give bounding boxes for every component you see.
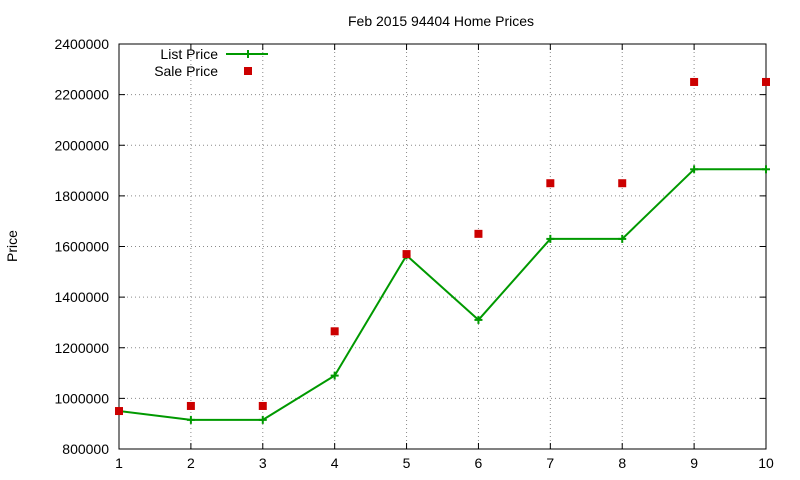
x-tick-labels: 1 2 3 4 5 6 7 8 9 10 (115, 455, 774, 471)
sale-price-point (690, 77, 699, 86)
x-tick-label: 3 (259, 455, 267, 471)
x-tick-label: 4 (331, 455, 339, 471)
list-price-point (258, 415, 267, 424)
legend-label-sale-price: Sale Price (154, 63, 218, 79)
legend-swatch-list-price-marker (244, 50, 252, 58)
x-tick-label: 9 (690, 455, 698, 471)
sale-price-point (186, 401, 195, 410)
list-price-point (474, 315, 483, 324)
series-lines (118, 168, 766, 421)
list-price-line (118, 168, 766, 421)
y-tick-label: 1600000 (54, 239, 109, 255)
x-tick-label: 1 (115, 455, 123, 471)
legend-swatch-sale-price (244, 67, 252, 75)
y-tick-label: 800000 (62, 441, 109, 457)
sale-price-point (762, 77, 770, 86)
y-tick-label: 1800000 (54, 188, 109, 204)
list-price-point (762, 165, 770, 174)
y-tick-label: 1400000 (54, 289, 109, 305)
list-price-point (186, 415, 195, 424)
y-axis-label: Price (4, 230, 20, 262)
list-price-point (618, 234, 627, 243)
list-price-point (546, 234, 555, 243)
x-tick-label: 6 (475, 455, 483, 471)
sale-price-point (115, 407, 123, 416)
series-markers (115, 77, 770, 424)
list-price-point (690, 165, 699, 174)
x-tick-label: 2 (187, 455, 195, 471)
sale-price-point (618, 179, 627, 188)
x-tick-label: 8 (618, 455, 626, 471)
sale-price-point (546, 179, 555, 188)
x-tick-label: 5 (403, 455, 411, 471)
y-tick-label: 2400000 (54, 36, 109, 52)
chart-title: Feb 2015 94404 Home Prices (348, 13, 534, 29)
x-tick-label: 7 (546, 455, 554, 471)
y-tick-label: 2200000 (54, 87, 109, 103)
axes-ticks (118, 43, 767, 450)
y-tick-label: 1000000 (54, 390, 109, 406)
x-tick-label: 10 (758, 455, 774, 471)
y-tick-label: 2000000 (54, 137, 109, 153)
sale-price-point (258, 401, 267, 410)
y-tick-label: 1200000 (54, 340, 109, 356)
sale-price-point (330, 327, 339, 336)
sale-price-point (474, 229, 483, 238)
sale-price-point (402, 250, 411, 259)
y-tick-labels: 800000 1000000 1200000 1400000 1600000 180000… (54, 36, 109, 457)
list-price-point (330, 371, 339, 380)
legend-label-list-price: List Price (160, 46, 218, 62)
